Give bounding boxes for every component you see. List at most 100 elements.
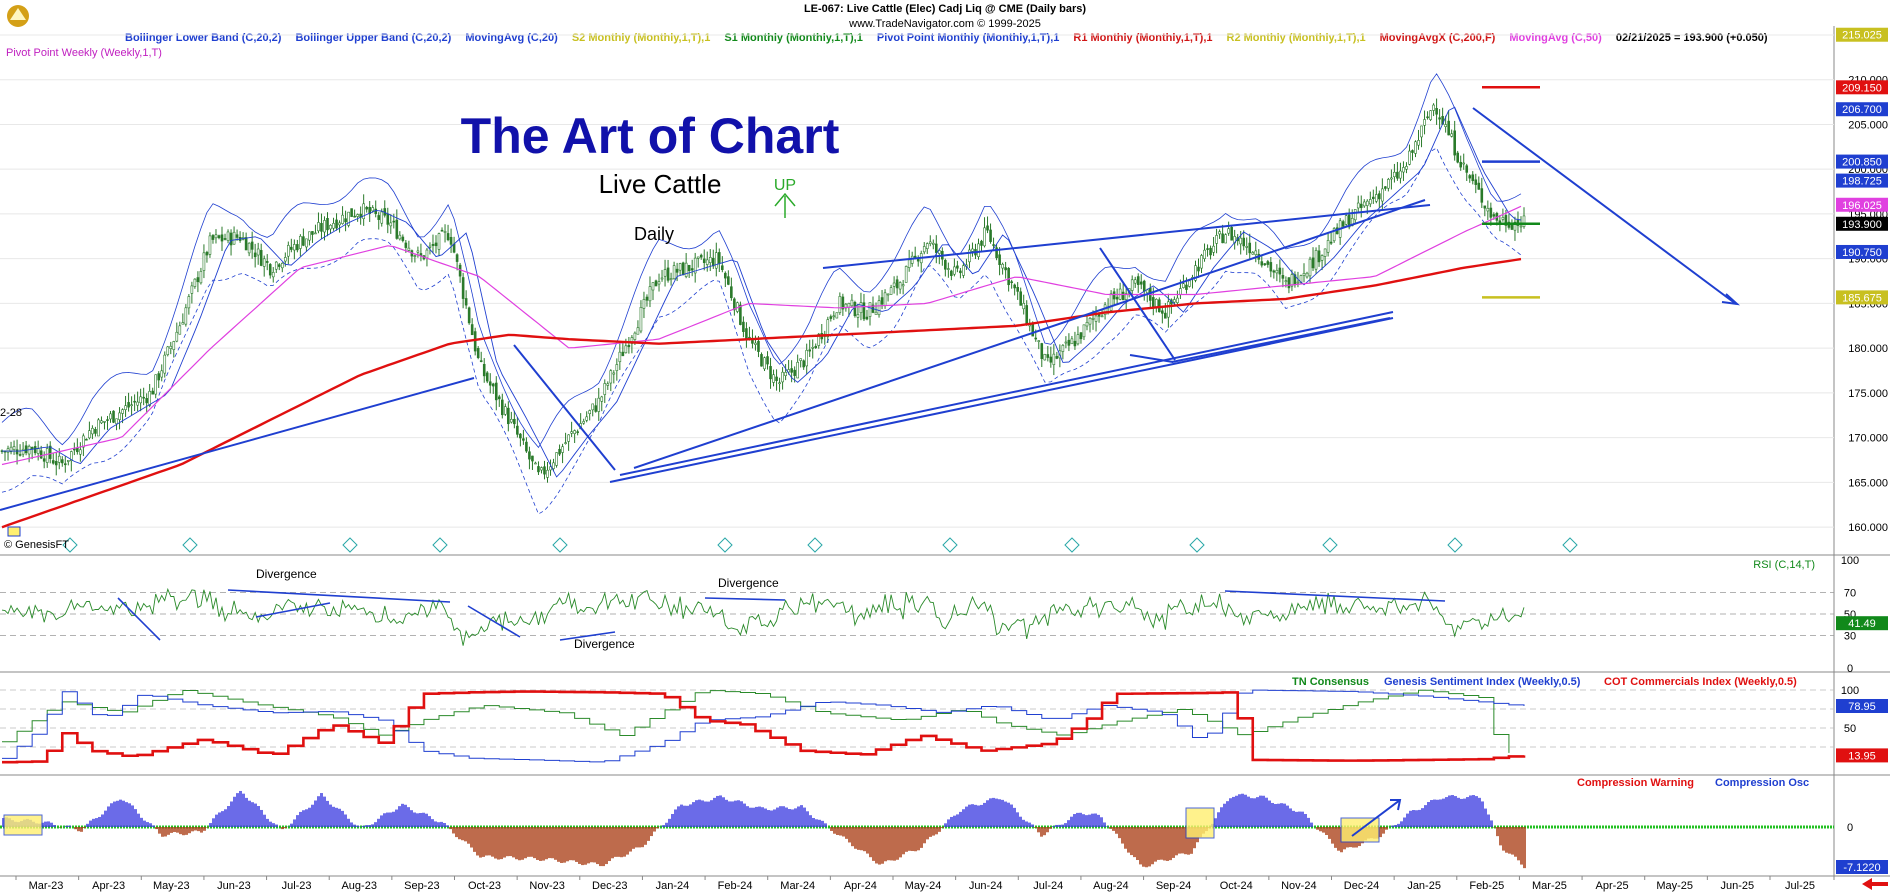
candle-body [645, 296, 649, 301]
up-label: UP [774, 177, 796, 194]
candle-body [778, 382, 781, 385]
candle-body [714, 252, 718, 269]
candle-body [525, 441, 528, 452]
compression-bar [809, 815, 812, 827]
compression-bar [935, 827, 938, 835]
compression-bar [320, 793, 323, 827]
compression-bar [812, 817, 815, 827]
compression-bar [1160, 827, 1163, 860]
candle-body [757, 340, 760, 352]
scroll-left-arrow-icon[interactable] [1862, 878, 1888, 890]
candle-body [519, 433, 522, 439]
candle-body [60, 459, 64, 464]
compression-arrow-icon [1390, 799, 1402, 811]
compression-bar [1463, 798, 1466, 827]
compression-bar [305, 809, 308, 827]
compression-bar [1283, 803, 1286, 827]
candle-body [1064, 341, 1068, 344]
price-readout-box [1836, 27, 1888, 42]
candle-body [636, 327, 640, 335]
candle-body [190, 285, 194, 294]
compression-bar [824, 823, 827, 827]
candle-body [284, 257, 287, 262]
compression-bar [200, 827, 203, 833]
compression-bar [497, 827, 500, 860]
chart-timeframe-daily: Daily [634, 224, 674, 244]
compression-bar [572, 827, 575, 861]
candle-body [1275, 270, 1279, 274]
price-panel[interactable] [0, 34, 1834, 553]
date-label: Mar-23 [29, 880, 64, 892]
candle-body [42, 458, 46, 462]
compression-bar [1382, 827, 1385, 834]
candle-body [742, 321, 745, 332]
compression-bar [734, 800, 737, 827]
compression-bar [1478, 797, 1481, 827]
price-axis: 160.000165.000170.000175.000180.000185.0… [1836, 27, 1888, 534]
candle-body [1215, 235, 1218, 244]
candle-body [606, 383, 610, 386]
candle-body [989, 229, 992, 242]
candle-body [48, 445, 52, 459]
compression-bar [611, 827, 614, 859]
compression-bar [656, 827, 659, 829]
candle-body [296, 244, 299, 251]
trendline-2 [609, 317, 1394, 483]
compression-bar [1124, 827, 1127, 849]
date-label: Aug-23 [341, 880, 376, 892]
event-marker-shape [1562, 537, 1578, 553]
compression-bar [1223, 803, 1226, 827]
compression-bar [92, 818, 95, 827]
candle-body [437, 233, 441, 250]
compression-bar [1511, 827, 1514, 855]
compression-bar [1145, 827, 1148, 868]
candle-body [1133, 279, 1137, 284]
candle-body [853, 302, 857, 317]
compression-bar [1025, 821, 1028, 827]
compression-bar [710, 800, 713, 827]
candle-body [1456, 152, 1459, 163]
compression-bar [893, 827, 896, 861]
event-marker-shape [1447, 537, 1463, 553]
candle-body [1049, 356, 1053, 363]
rsi-tick-label: 0 [1847, 663, 1853, 675]
candle-body [326, 218, 329, 231]
candle-body [642, 299, 646, 309]
date-label: May-23 [153, 880, 190, 892]
compression-bar [1037, 827, 1040, 833]
candle-body [947, 268, 950, 270]
candle-body [1167, 301, 1170, 318]
compression-bar [1118, 827, 1121, 839]
compression-bar [422, 812, 425, 827]
sentiment-panel[interactable]: 50 100 78.95 13.95 [0, 685, 1888, 764]
compression-bar [959, 811, 962, 827]
compression-bar [479, 827, 482, 858]
candle-body [1016, 286, 1019, 292]
candle-body [1353, 209, 1357, 221]
compression-bar [641, 827, 644, 848]
candle-body [1429, 110, 1432, 120]
compression-bar [257, 806, 260, 827]
candle-body [1221, 233, 1224, 244]
candle-body [461, 277, 465, 299]
compression-bar [536, 827, 539, 860]
candle-body [91, 427, 94, 435]
candle-body [702, 258, 706, 263]
compression-bar [248, 800, 251, 827]
candle-body [570, 431, 573, 434]
candle-body [425, 249, 429, 259]
candle-body [1248, 242, 1252, 254]
compression-panel[interactable]: 0 -7.1220 [0, 790, 1888, 874]
compression-bar [1451, 795, 1454, 827]
candle-body [883, 292, 887, 306]
compression-bar [365, 825, 368, 827]
candle-body [1362, 201, 1366, 207]
candle-body [1459, 161, 1463, 168]
event-marker-icon [552, 537, 568, 553]
candle-body [1405, 166, 1408, 170]
price-readout-label: 200.850 [1842, 157, 1882, 169]
candle-body [446, 233, 450, 241]
